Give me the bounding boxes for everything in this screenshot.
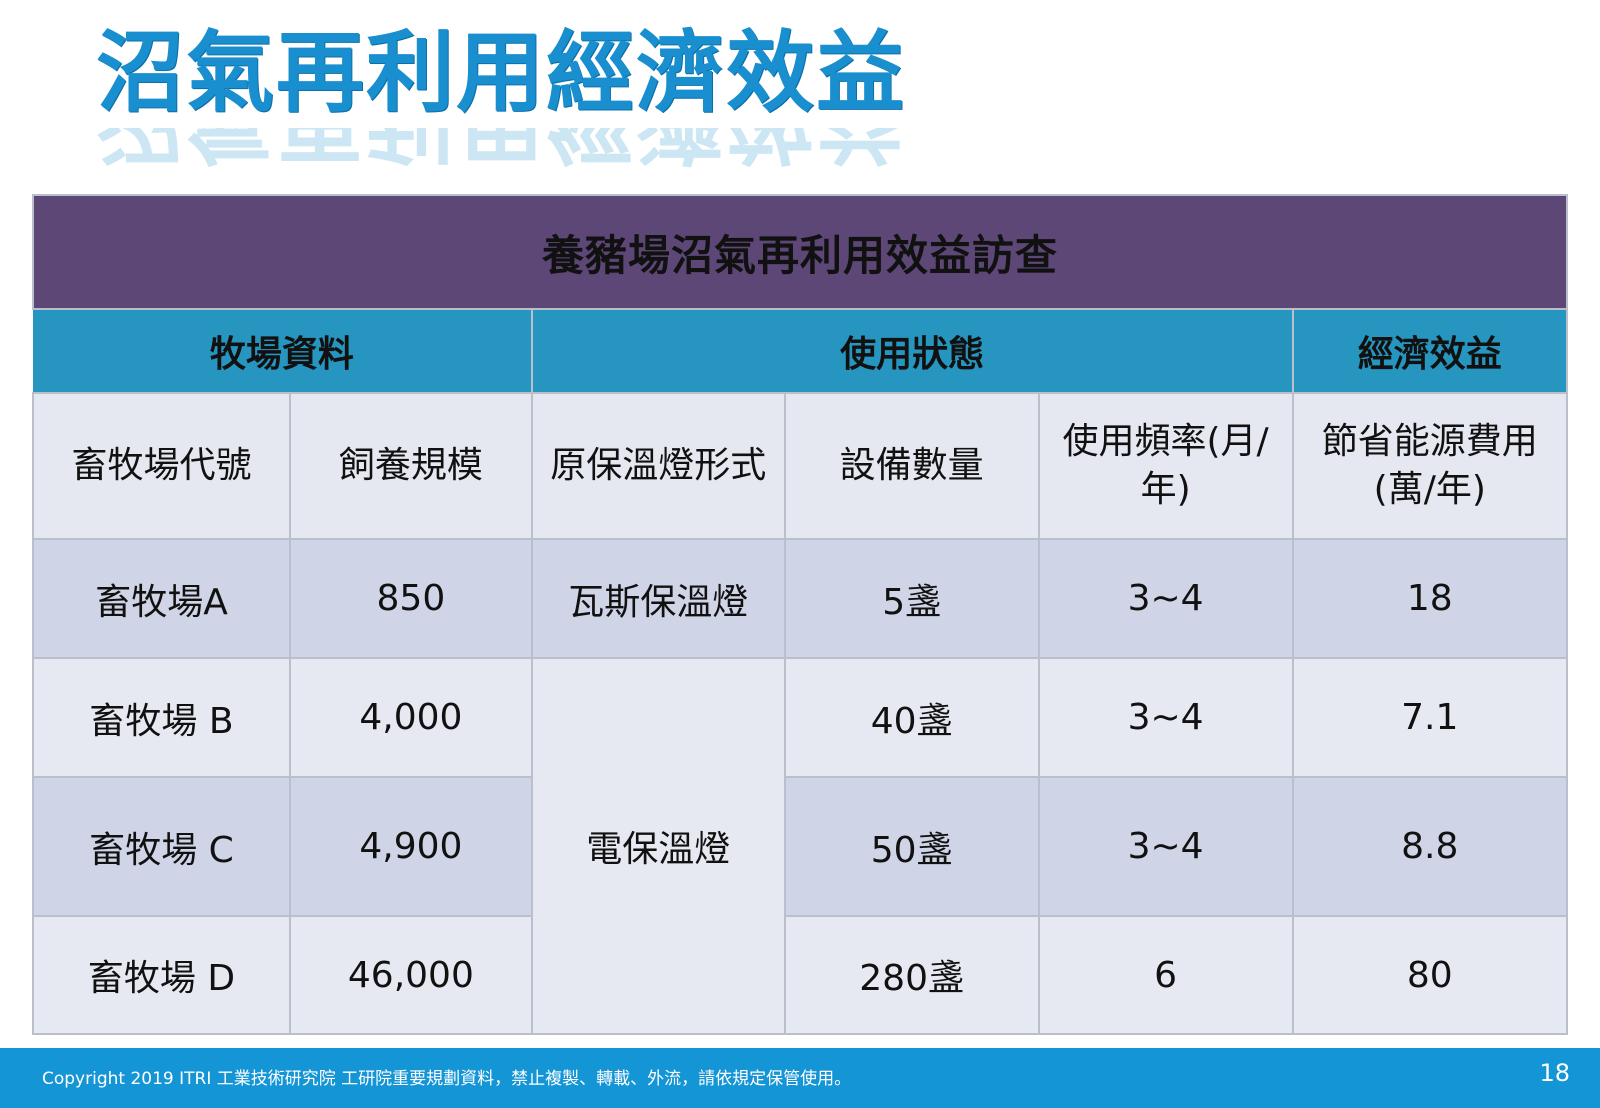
cell-equipment-count: 40盞 bbox=[783, 657, 1040, 778]
cell-energy-savings: 80 bbox=[1291, 915, 1569, 1035]
copyright-text: Copyright 2019 ITRI 工業技術研究院 工研院重要規劃資料，禁止… bbox=[42, 1069, 852, 1089]
column-header-original-lamp-type: 原保溫燈形式 bbox=[530, 392, 786, 540]
title-area: 沼氣再利用經濟效益 沼氣再利用經濟效益 bbox=[96, 18, 1096, 224]
table-row: 畜牧場 C 4,900 50盞 3~4 8.8 bbox=[31, 776, 1569, 917]
cell-farm-code: 畜牧場 B bbox=[31, 657, 292, 778]
group-header-farm-data: 牧場資料 bbox=[33, 308, 533, 394]
cell-equipment-count: 5盞 bbox=[783, 538, 1040, 659]
cell-farm-code: 畜牧場 C bbox=[31, 776, 292, 917]
table-row: 畜牧場 D 46,000 280盞 6 80 bbox=[31, 915, 1569, 1035]
column-header-farm-code: 畜牧場代號 bbox=[31, 392, 292, 540]
column-header-equipment-count: 設備數量 bbox=[783, 392, 1040, 540]
cell-lamp-type: 瓦斯保溫燈 bbox=[530, 538, 786, 659]
cell-equipment-count: 50盞 bbox=[783, 776, 1040, 917]
page-number: 18 bbox=[1539, 1059, 1570, 1087]
cell-herd-size: 4,900 bbox=[289, 776, 533, 917]
table-row: 畜牧場 B 4,000 電保溫燈 40盞 3~4 7.1 bbox=[31, 657, 1569, 1035]
column-header-energy-savings: 節省能源費用(萬/年) bbox=[1291, 392, 1569, 540]
group-header-economic-benefit: 經濟效益 bbox=[1291, 308, 1569, 394]
footer-bar: Copyright 2019 ITRI 工業技術研究院 工研院重要規劃資料，禁止… bbox=[0, 1048, 1600, 1108]
column-header-usage-frequency: 使用頻率(月/年) bbox=[1037, 392, 1294, 540]
table-row: 畜牧場A 850 瓦斯保溫燈 5盞 3~4 18 bbox=[31, 538, 1569, 659]
cell-herd-size: 46,000 bbox=[289, 915, 533, 1035]
cell-energy-savings: 8.8 bbox=[1291, 776, 1569, 917]
slide-title: 沼氣再利用經濟效益 bbox=[96, 21, 907, 124]
column-header-herd-size: 飼養規模 bbox=[289, 392, 533, 540]
cell-farm-code: 畜牧場A bbox=[31, 538, 292, 659]
survey-table: 養豬場沼氣再利用效益訪查 牧場資料 使用狀態 經濟效益 畜牧場代號 飼養規模 原… bbox=[31, 194, 1569, 1035]
group-header-usage-status: 使用狀態 bbox=[530, 308, 1294, 394]
cell-energy-savings: 7.1 bbox=[1291, 657, 1569, 778]
slide-title-reflection: 沼氣再利用經濟效益 bbox=[96, 128, 1096, 176]
cell-usage-frequency: 3~4 bbox=[1037, 657, 1294, 778]
cell-usage-frequency: 3~4 bbox=[1037, 538, 1294, 659]
cell-usage-frequency: 3~4 bbox=[1037, 776, 1294, 917]
cell-farm-code: 畜牧場 D bbox=[31, 915, 292, 1035]
cell-herd-size: 850 bbox=[289, 538, 533, 659]
cell-equipment-count: 280盞 bbox=[783, 915, 1040, 1035]
cell-energy-savings: 18 bbox=[1291, 538, 1569, 659]
table-banner: 養豬場沼氣再利用效益訪查 bbox=[32, 194, 1568, 310]
cell-lamp-type-merged: 電保溫燈 bbox=[530, 657, 786, 1035]
cell-herd-size: 4,000 bbox=[289, 657, 533, 778]
cell-usage-frequency: 6 bbox=[1037, 915, 1294, 1035]
